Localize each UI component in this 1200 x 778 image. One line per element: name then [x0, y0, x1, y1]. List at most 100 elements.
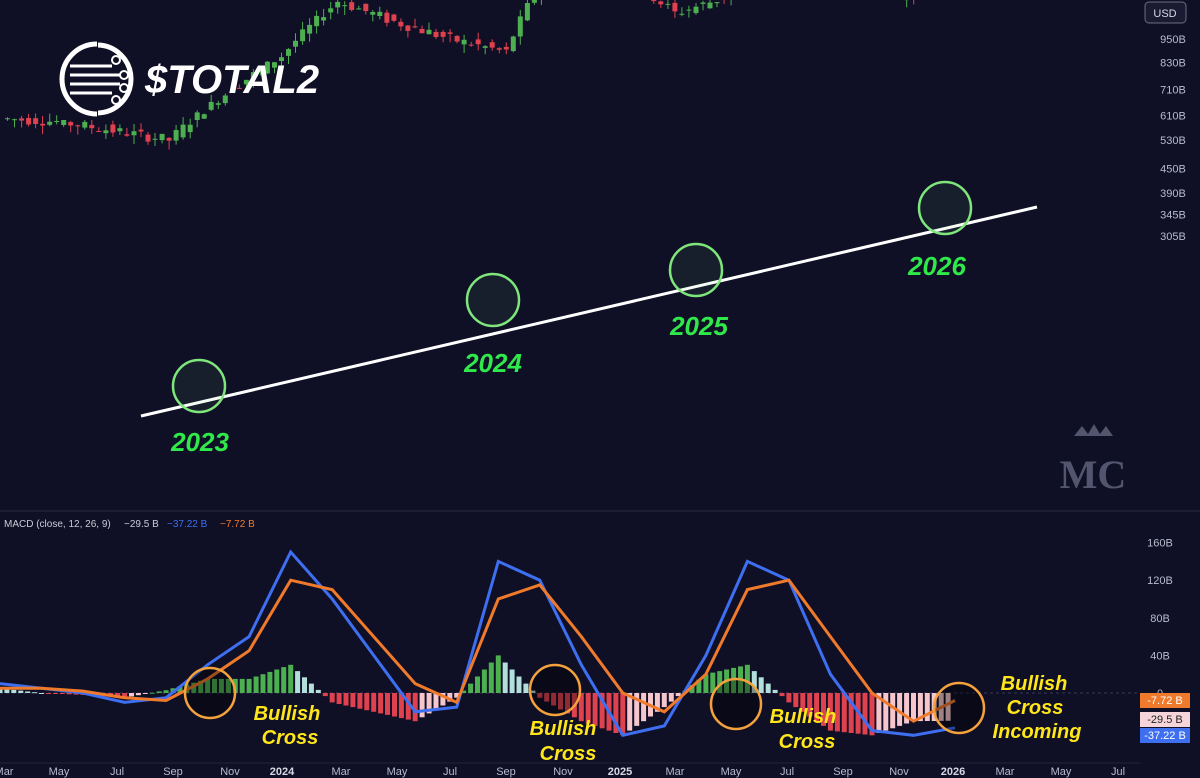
candle-body: [96, 131, 102, 132]
candle-body: [342, 5, 348, 7]
year-label-2024: 2024: [463, 348, 522, 378]
histogram-bar: [613, 693, 619, 733]
candle-body: [61, 117, 67, 125]
currency-button[interactable]: USD: [1144, 1, 1187, 24]
time-tick-label: May: [721, 766, 742, 778]
cross-label-2-line2: Cross: [540, 743, 597, 765]
macd-legend-hist: −29.5 B: [124, 519, 159, 530]
svg-text:MC: MC: [1060, 452, 1127, 497]
candle-body: [363, 3, 369, 12]
cross-circle-3: [709, 677, 763, 731]
candle-body: [250, 72, 256, 80]
candle-body: [5, 118, 10, 120]
candle-body: [370, 12, 376, 15]
cross-circle-4: [932, 681, 986, 735]
macd-tick-label: 160B: [1147, 538, 1173, 550]
histogram-bar: [45, 693, 51, 694]
macd-legend: MACD (close, 12, 26, 9) −29.5 B −37.22 B…: [4, 519, 255, 530]
time-tick-label: May: [49, 766, 70, 778]
histogram-bar: [302, 677, 307, 693]
cross-label-4-line3: Incoming: [993, 721, 1082, 743]
candle-body: [524, 3, 530, 21]
histogram-bar: [481, 669, 487, 693]
histogram-bar: [4, 689, 10, 693]
candle-body: [468, 44, 474, 46]
candle-body: [314, 15, 320, 27]
histogram-bar: [848, 693, 854, 733]
histogram-bar: [225, 678, 231, 693]
candle-body: [349, 2, 355, 11]
highlight-circle-2025: [668, 242, 724, 298]
histogram-bar: [592, 693, 598, 726]
candle-body: [19, 118, 25, 121]
candle-body: [307, 24, 313, 34]
histogram-bar: [129, 693, 134, 697]
histogram-bar: [765, 683, 771, 693]
macd-axis: 160B120B80B40B0: [1147, 538, 1173, 700]
candle-body: [489, 42, 495, 48]
histogram-bar: [364, 693, 370, 711]
histogram-bar: [66, 693, 72, 695]
candle-body: [103, 130, 109, 134]
histogram-bar: [516, 676, 522, 693]
candle-body: [131, 131, 137, 136]
histogram-bar: [385, 693, 390, 715]
histogram-bar: [135, 693, 141, 696]
histogram-bar: [807, 693, 813, 717]
mc-watermark-logo: MC: [1060, 424, 1127, 497]
candle-body: [145, 134, 151, 142]
candle-body: [257, 68, 263, 73]
signal-line: [0, 578, 956, 723]
histogram-bar: [18, 690, 24, 693]
histogram-bar: [814, 693, 820, 722]
candle-body: [433, 31, 439, 37]
candle-body: [222, 95, 228, 104]
time-tick-label: Mar: [332, 766, 351, 778]
candle-body: [482, 46, 488, 48]
histogram-bar: [862, 693, 868, 735]
cross-label-3-line1: Bullish: [770, 706, 837, 728]
histogram-bar: [32, 692, 38, 694]
histogram-bar: [841, 693, 847, 733]
time-tick-label: Mar: [996, 766, 1015, 778]
histogram-bar: [218, 678, 224, 693]
candle-body: [286, 49, 291, 56]
histogram-bar: [544, 693, 550, 702]
histogram-bar: [295, 671, 301, 693]
histogram-bar: [198, 680, 204, 693]
histogram-bar: [827, 693, 833, 731]
histogram-bar: [461, 690, 467, 693]
cross-label-2-line1: Bullish: [530, 718, 597, 740]
candle-body: [496, 48, 502, 50]
candle-body: [243, 79, 249, 85]
candle-body: [454, 35, 460, 42]
highlight-circle-2026: [917, 180, 973, 236]
candle-body: [110, 124, 116, 133]
histogram-bar: [239, 678, 245, 693]
time-tick-label: 2025: [608, 766, 632, 778]
candle-body: [398, 21, 404, 27]
candle-body: [447, 32, 453, 34]
histogram-bar: [25, 691, 31, 693]
candle-body: [293, 40, 298, 47]
candle-body: [201, 114, 207, 119]
histogram-bar: [890, 693, 896, 729]
histogram-bar: [654, 693, 660, 712]
candle-body: [187, 124, 193, 133]
histogram-bar: [523, 683, 529, 693]
time-tick-label: Sep: [496, 766, 516, 778]
candle-body: [272, 62, 277, 68]
histogram-bar: [440, 693, 446, 706]
candle-body: [693, 6, 699, 13]
histogram-bar: [73, 693, 79, 695]
histogram-bar: [0, 688, 3, 693]
candle-body: [40, 123, 46, 126]
histogram-bar: [710, 672, 716, 693]
candle-body: [384, 12, 390, 23]
currency-button-label[interactable]: USD: [1153, 8, 1176, 20]
price-tick-label: 710B: [1160, 84, 1186, 96]
histogram-bar: [661, 693, 667, 708]
histogram-bar: [675, 693, 681, 697]
candle-body: [405, 25, 411, 31]
histogram-bar: [267, 671, 273, 693]
